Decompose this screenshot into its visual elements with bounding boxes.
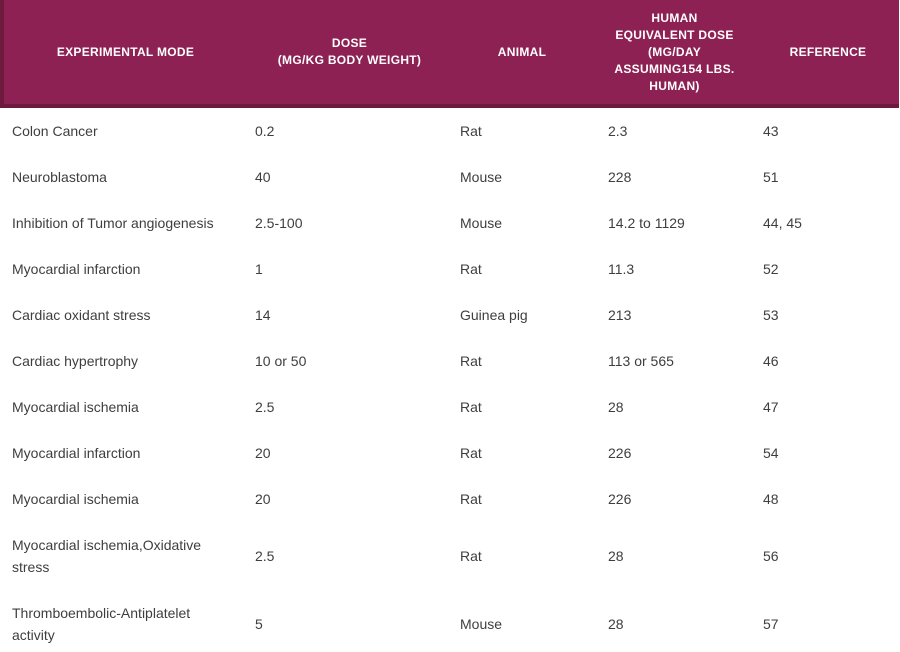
column-header-human-equivalent-dose: HUMAN EQUIVALENT DOSE (MG/DAY ASSUMING15… [592,0,757,108]
table-cell: Myocardial infarction [12,445,141,461]
table-cell: 20 [255,491,271,507]
table-cell: Neuroblastoma [12,169,107,185]
table-cell: Rat [460,548,482,564]
column-header-dose: DOSE (MG/KG BODY WEIGHT) [247,0,452,108]
table-cell: 28 [608,548,624,564]
table-cell: 54 [763,445,779,461]
table-cell: Colon Cancer [12,123,98,139]
table-cell: 0.2 [255,123,275,139]
table-cell: 226 [608,491,632,507]
table-cell: 57 [763,616,779,632]
table-cell: Rat [460,491,482,507]
table-cell: Mouse [460,169,503,185]
table-cell: Myocardial ischemia [12,399,139,415]
table-cell: 56 [763,548,779,564]
table-cell: 213 [608,307,632,323]
table-cell: Cardiac hypertrophy [12,353,139,369]
table-row: Myocardial ischemia,Oxidative stress 2.5 R… [2,522,900,590]
table-cell: 46 [763,353,779,369]
column-header-reference: REFERENCE [757,0,900,108]
table-cell: 1 [255,261,263,277]
table-cell: 53 [763,307,779,323]
table-cell: 43 [763,123,779,139]
table-row: Myocardial ischemia 2.5 Rat 28 47 [2,384,900,430]
table-cell: Inhibition of Tumor angiogenesis [12,215,214,231]
table-cell: Myocardial ischemia [12,491,139,507]
table-cell: 51 [763,169,779,185]
table-row: Thromboembolic-Antiplatelet activity 5 Mou… [2,590,900,652]
table-cell: 20 [255,445,271,461]
table-cell: Thromboembolic-Antiplatelet activity [12,605,191,643]
table-body: Colon Cancer 0.2 Rat 2.3 43 Neuroblastoma 40 Mo… [2,106,900,652]
table-cell: 2.5 [255,548,275,564]
table-row: Colon Cancer 0.2 Rat 2.3 43 [2,106,900,154]
table-cell: Mouse [460,215,503,231]
table-cell: Rat [460,123,482,139]
table-cell: 5 [255,616,263,632]
table-cell: Mouse [460,616,503,632]
table-row: Inhibition of Tumor angiogenesis 2.5-100 M… [2,200,900,246]
table-row: Cardiac hypertrophy 10 or 50 Rat 113 or 565… [2,338,900,384]
table-cell: Myocardial ischemia,Oxidative stress [12,537,202,575]
table-cell: 2.5 [255,399,275,415]
table-cell: 28 [608,616,624,632]
table-header: EXPERIMENTAL MODE DOSE (MG/KG BODY WEIGH… [0,0,900,108]
table-cell: 11.3 [608,261,635,277]
table-cell: 10 or 50 [255,353,307,369]
table-cell: 2.5-100 [255,215,303,231]
table-cell: Guinea pig [460,307,528,323]
table-cell: Cardiac oxidant stress [12,307,151,323]
table-header-row: EXPERIMENTAL MODE DOSE (MG/KG BODY WEIGH… [0,0,900,108]
table-cell: 40 [255,169,271,185]
table-row: Cardiac oxidant stress 14 Guinea pig 213 53 [2,292,900,338]
table-cell: 228 [608,169,632,185]
table-cell: Rat [460,353,482,369]
table-cell: 2.3 [608,123,628,139]
table-cell: 44, 45 [763,215,802,231]
table-cell: 226 [608,445,632,461]
table-cell: Rat [460,261,482,277]
table-row: Myocardial infarction 20 Rat 226 54 [2,430,900,476]
table-cell: Rat [460,445,482,461]
table-cell: 28 [608,399,624,415]
table-row: Neuroblastoma 40 Mouse 228 51 [2,154,900,200]
column-header-animal: ANIMAL [452,0,592,108]
table-cell: 14.2 to 1129 [608,215,685,231]
table-cell: Rat [460,399,482,415]
table-row: Myocardial infarction 1 Rat 11.3 52 [2,246,900,292]
table-row: Myocardial ischemia 20 Rat 226 48 [2,476,900,522]
column-header-experimental-mode: EXPERIMENTAL MODE [0,0,247,108]
table-cell: 113 or 565 [608,353,674,369]
table-cell: 48 [763,491,779,507]
table-cell: 14 [255,307,271,323]
table-cell: 47 [763,399,779,415]
table-cell: 52 [763,261,779,277]
table-cell: Myocardial infarction [12,261,141,277]
